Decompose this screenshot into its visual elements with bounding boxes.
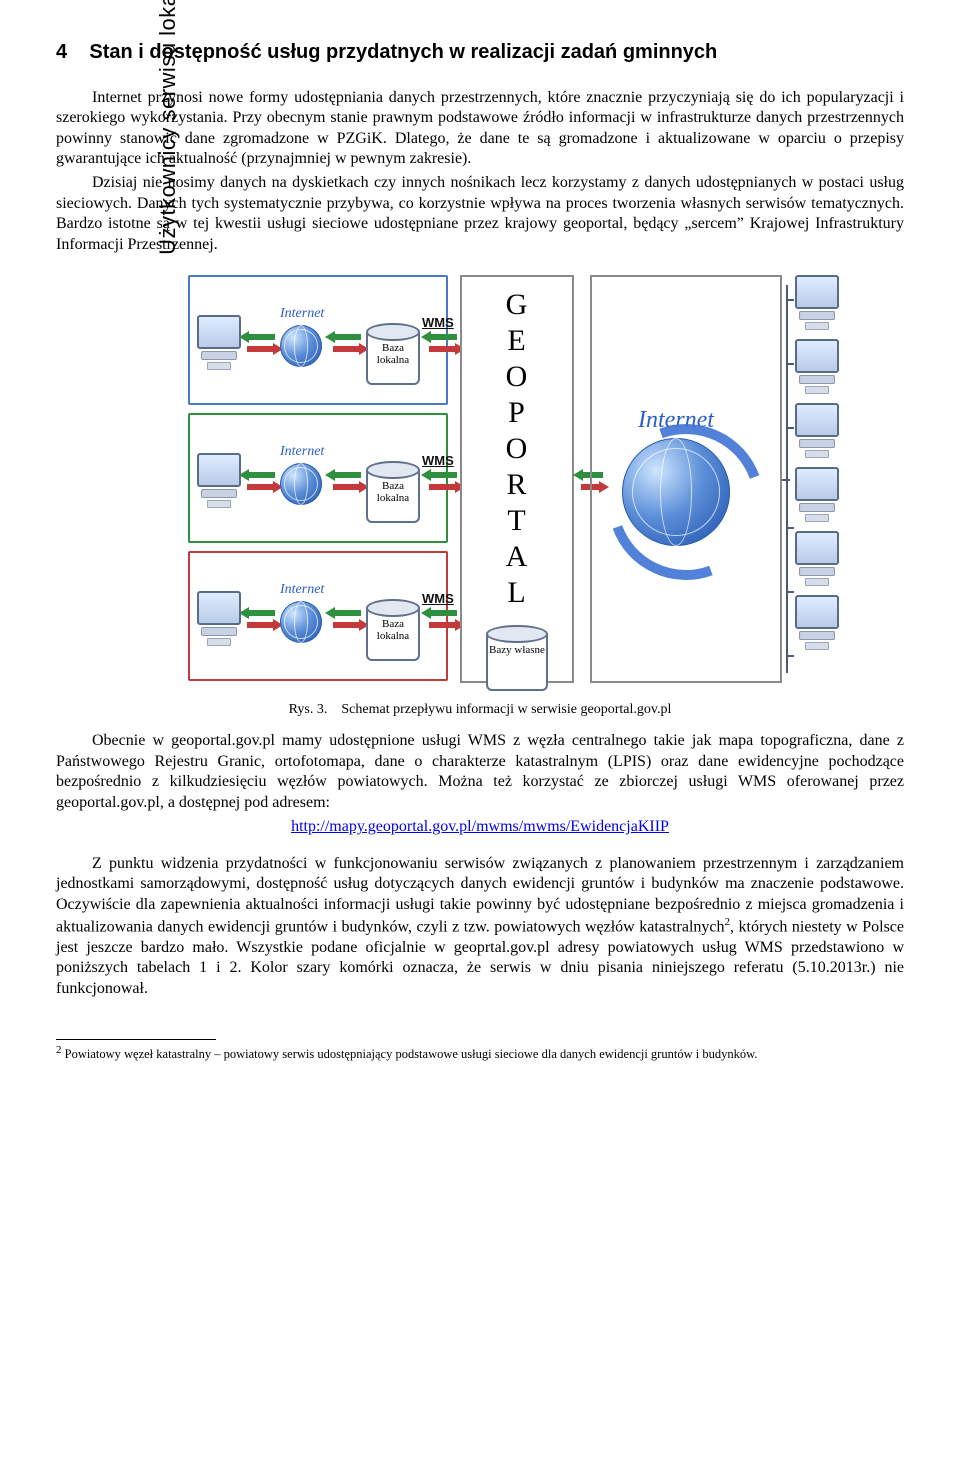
internet-mini: Internet — [280, 581, 324, 643]
computer-icon — [794, 531, 840, 581]
geoportal-letters: GEOPORTAL — [462, 287, 572, 611]
paragraph-3: Obecnie w geoportal.gov.pl mamy udostępn… — [56, 731, 904, 813]
connector-line — [786, 527, 794, 529]
db-cylinder-icon: Baza lokalna — [366, 599, 420, 661]
diagram-row: Internet Baza lokalna — [188, 275, 448, 405]
connector-line — [782, 479, 790, 481]
computer-icon — [794, 467, 840, 517]
paragraph-2: Dzisiaj nie nosimy danych na dyskietkach… — [56, 173, 904, 255]
footnote: 2 Powiatowy węzeł katastralny – powiatow… — [56, 1044, 904, 1062]
db-label: Baza lokalna — [366, 609, 420, 661]
globe-icon — [280, 601, 322, 643]
arrow-pair-icon — [242, 469, 280, 493]
diagram-left-rows: Internet Baza lokalna Internet — [188, 275, 448, 689]
internet-label: Internet — [280, 443, 324, 461]
footnote-text: Powiatowy węzeł katastralny – powiatowy … — [65, 1047, 758, 1061]
diagram-row: Internet Baza lokalna — [188, 551, 448, 681]
db-label: Baza lokalna — [366, 471, 420, 523]
db-cylinder-icon: Baza lokalna — [366, 323, 420, 385]
computer-icon — [196, 315, 242, 365]
section-title: Stan i dostępność usług przydatnych w re… — [89, 41, 717, 63]
paragraph-4: Z punktu widzenia przydatności w funkcjo… — [56, 854, 904, 1000]
internet-label: Internet — [280, 305, 324, 323]
arrow-pair-icon — [424, 469, 462, 493]
computer-icon — [794, 403, 840, 453]
db-label: Baza lokalna — [366, 333, 420, 385]
paragraph-1: Internet przynosi nowe formy udostępnian… — [56, 88, 904, 170]
arrow-pair-icon — [328, 331, 366, 355]
computer-icon — [794, 339, 840, 389]
arrow-pair-icon — [328, 469, 366, 493]
arrow-pair-icon — [242, 607, 280, 631]
wms-tag: WMS — [422, 453, 454, 470]
connector-line — [786, 591, 794, 593]
figure-caption: Rys. 3. Schemat przepływu informacji w s… — [160, 701, 800, 719]
figure-geoportal-diagram: Użytkownicy serwisu lokalnego Internet B… — [160, 265, 800, 719]
db-cylinder-icon: Bazy własne — [486, 625, 548, 691]
diagram-right-internet-box: Internet — [590, 275, 782, 683]
wms-tag: WMS — [422, 591, 454, 608]
internet-mini: Internet — [280, 443, 324, 505]
connector-line — [786, 299, 794, 301]
globe-icon — [280, 463, 322, 505]
connector-line — [786, 655, 794, 657]
connector-line — [786, 363, 794, 365]
arrow-pair-icon — [424, 331, 462, 355]
geoportal-panel: GEOPORTAL Bazy własne — [460, 275, 574, 683]
diagram-row: Internet Baza lokalna — [188, 413, 448, 543]
footnote-marker: 2 — [56, 1044, 62, 1056]
db-cylinder-icon: Baza lokalna — [366, 461, 420, 523]
diagram-right-clients — [794, 275, 844, 683]
db-label: Bazy własne — [486, 635, 548, 691]
footnote-rule — [56, 1039, 216, 1040]
service-url-line: http://mapy.geoportal.gov.pl/mwms/mwms/E… — [56, 817, 904, 837]
diagram-side-label: Użytkownicy serwisu lokalnego — [154, 0, 182, 311]
globe-icon — [622, 438, 730, 546]
computer-icon — [794, 275, 840, 325]
connector-line — [786, 427, 794, 429]
figure-caption-text: Schemat przepływu informacji w serwisie … — [341, 702, 671, 717]
figure-caption-label: Rys. 3. — [289, 702, 328, 717]
internet-label: Internet — [280, 581, 324, 599]
computer-icon — [196, 591, 242, 641]
arrow-pair-icon — [328, 607, 366, 631]
section-number: 4 — [56, 41, 67, 63]
diagram-canvas: Użytkownicy serwisu lokalnego Internet B… — [160, 265, 800, 695]
arrow-pair-icon — [242, 331, 280, 355]
service-url-link[interactable]: http://mapy.geoportal.gov.pl/mwms/mwms/E… — [291, 818, 669, 835]
section-heading: 4 Stan i dostępność usług przydatnych w … — [56, 40, 904, 66]
internet-mini: Internet — [280, 305, 324, 367]
computer-icon — [794, 595, 840, 645]
globe-icon — [280, 325, 322, 367]
arrow-pair-icon — [424, 607, 462, 631]
internet-big: Internet — [622, 405, 730, 546]
computer-icon — [196, 453, 242, 503]
wms-tag: WMS — [422, 315, 454, 332]
